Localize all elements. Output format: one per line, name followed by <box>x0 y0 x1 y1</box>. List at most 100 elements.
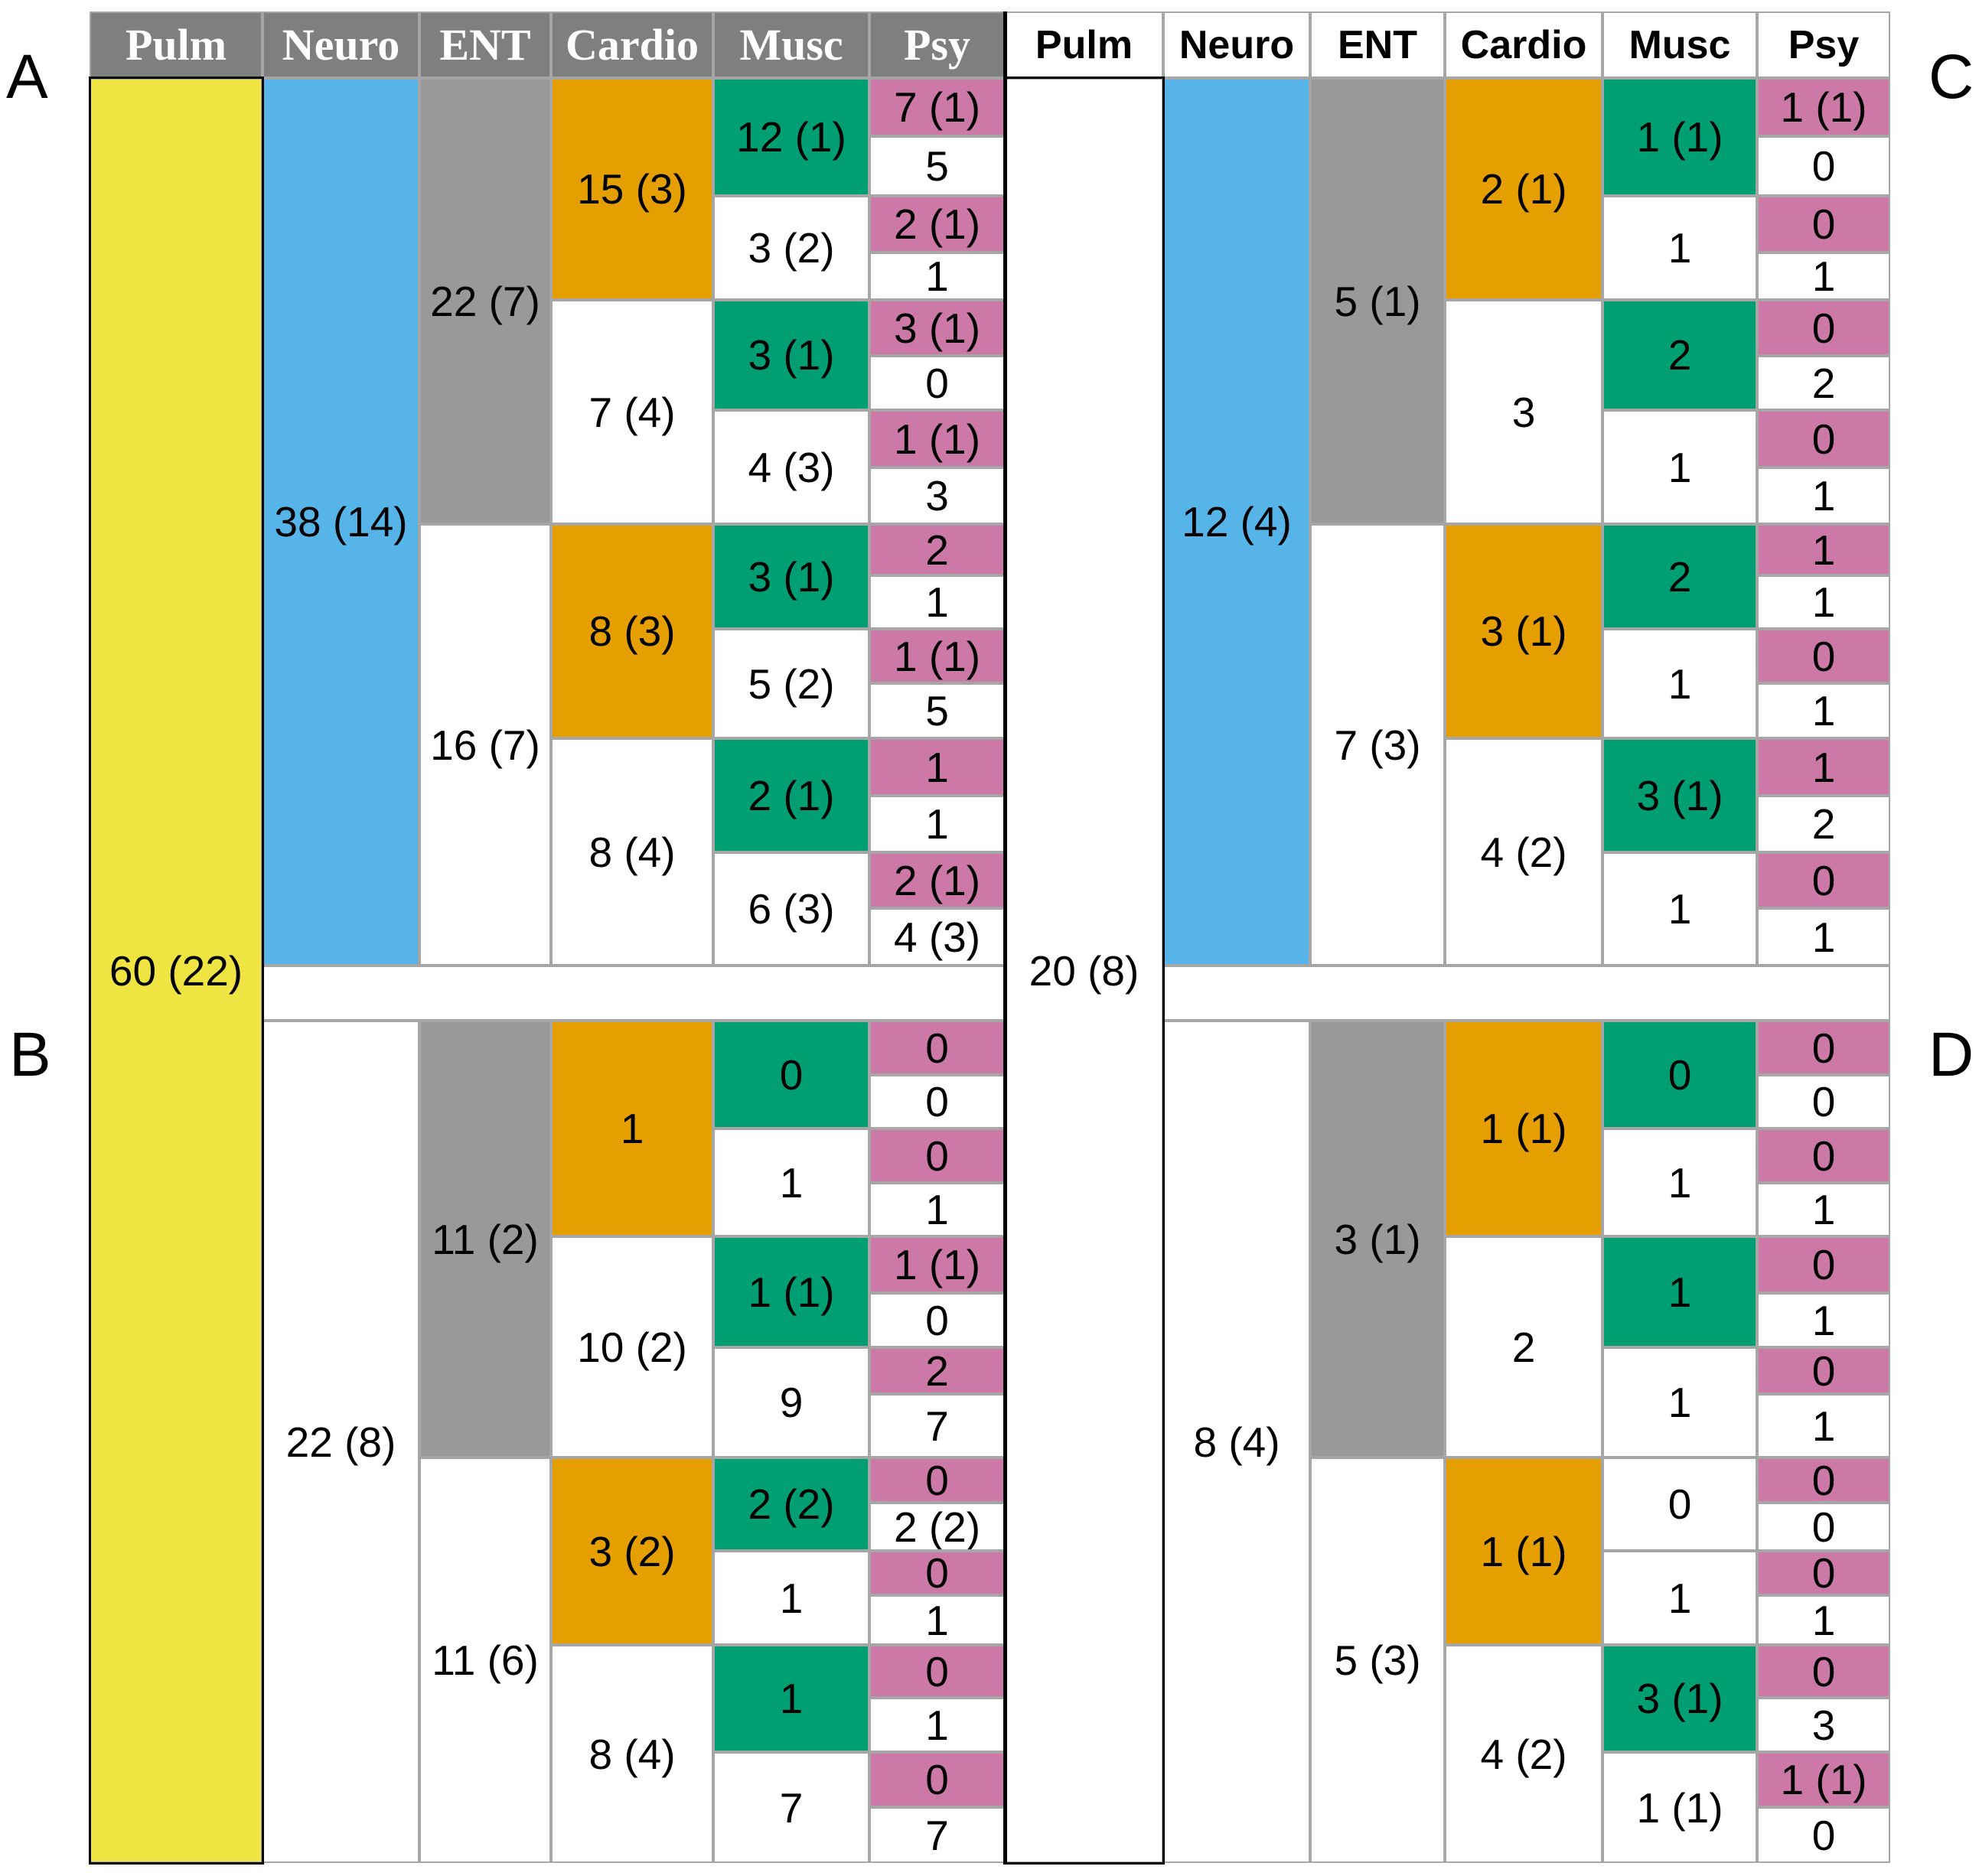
right-psy-node-6: 0 <box>1757 410 1890 467</box>
right-musc-node-12: 0 <box>1602 1457 1757 1551</box>
right-musc-node-11: 1 <box>1602 1347 1757 1457</box>
right-musc-node-3: 1 <box>1602 410 1757 524</box>
left-musc-node-7: 6 (3) <box>713 852 869 966</box>
right-musc-node-9: 1 <box>1602 1129 1757 1236</box>
left-cardio-node-3: 8 (4) <box>551 738 713 966</box>
left-musc-node-8: 0 <box>713 1021 869 1129</box>
right-musc-node-8: 0 <box>1602 1021 1757 1129</box>
right-psy-node-18: 0 <box>1757 1129 1890 1183</box>
left-ent-node-3: 11 (6) <box>419 1457 551 1863</box>
left-ent-node-1: 16 (7) <box>419 524 551 966</box>
right-psy-node-15: 1 <box>1757 908 1890 966</box>
right-cardio-node-1: 3 <box>1445 300 1602 524</box>
right-psy-node-24: 0 <box>1757 1457 1890 1503</box>
right-psy-node-1: 0 <box>1757 136 1890 196</box>
left-psy-node-5: 0 <box>869 356 1005 410</box>
left-cardio-node-4: 1 <box>551 1021 713 1236</box>
right-header-ent: ENT <box>1310 11 1445 78</box>
left-psy-node-12: 1 <box>869 738 1005 796</box>
left-cardio-node-6: 3 (2) <box>551 1457 713 1645</box>
left-ent-node-0: 22 (7) <box>419 78 551 524</box>
left-psy-node-0: 7 (1) <box>869 78 1005 136</box>
right-header-pulm: Pulm <box>1005 11 1163 78</box>
right-musc-node-14: 3 (1) <box>1602 1645 1757 1752</box>
left-psy-node-8: 2 <box>869 524 1005 575</box>
left-musc-node-0: 12 (1) <box>713 78 869 196</box>
left-psy-node-30: 0 <box>869 1752 1005 1807</box>
right-ent-node-3: 5 (3) <box>1310 1457 1445 1863</box>
right-cardio-node-0: 2 (1) <box>1445 78 1602 300</box>
left-musc-node-9: 1 <box>713 1129 869 1236</box>
right-psy-node-13: 2 <box>1757 796 1890 852</box>
left-musc-node-14: 1 <box>713 1645 869 1752</box>
left-psy-node-29: 1 <box>869 1698 1005 1752</box>
left-psy-node-13: 1 <box>869 796 1005 852</box>
left-psy-node-15: 4 (3) <box>869 908 1005 966</box>
left-neuro-node-1: 22 (8) <box>262 1021 419 1863</box>
right-ent-node-1: 7 (3) <box>1310 524 1445 966</box>
left-psy-node-23: 7 <box>869 1394 1005 1457</box>
left-cardio-node-1: 7 (4) <box>551 300 713 524</box>
right-cardio-node-4: 1 (1) <box>1445 1021 1602 1236</box>
left-psy-node-17: 0 <box>869 1075 1005 1129</box>
right-cardio-node-6: 1 (1) <box>1445 1457 1602 1645</box>
right-header-psy: Psy <box>1757 11 1890 78</box>
left-cardio-node-7: 8 (4) <box>551 1645 713 1863</box>
left-header-neuro: Neuro <box>262 11 419 78</box>
right-neuro-node-0: 12 (4) <box>1163 78 1310 966</box>
panel-label-d: D <box>1928 1020 1974 1089</box>
right-psy-node-0: 1 (1) <box>1757 78 1890 136</box>
right-musc-node-6: 3 (1) <box>1602 738 1757 852</box>
left-psy-node-1: 5 <box>869 136 1005 196</box>
right-psy-node-30: 1 (1) <box>1757 1752 1890 1807</box>
left-pulm-node: 60 (22) <box>90 78 262 1863</box>
right-psy-node-22: 0 <box>1757 1347 1890 1394</box>
right-musc-node-1: 1 <box>1602 196 1757 300</box>
left-psy-node-9: 1 <box>869 575 1005 629</box>
right-psy-node-14: 0 <box>1757 852 1890 908</box>
right-psy-node-20: 0 <box>1757 1236 1890 1293</box>
right-psy-node-26: 0 <box>1757 1551 1890 1595</box>
right-psy-node-19: 1 <box>1757 1183 1890 1236</box>
right-psy-node-3: 1 <box>1757 252 1890 300</box>
right-psy-node-8: 1 <box>1757 524 1890 575</box>
right-cardio-node-2: 3 (1) <box>1445 524 1602 738</box>
left-musc-node-4: 3 (1) <box>713 524 869 629</box>
left-psy-node-18: 0 <box>869 1129 1005 1183</box>
left-psy-node-16: 0 <box>869 1021 1005 1075</box>
right-cardio-node-7: 4 (2) <box>1445 1645 1602 1863</box>
left-header-cardio: Cardio <box>551 11 713 78</box>
right-neuro-node-1: 8 (4) <box>1163 1021 1310 1863</box>
left-psy-node-24: 0 <box>869 1457 1005 1503</box>
right-psy-node-27: 1 <box>1757 1595 1890 1645</box>
left-psy-node-26: 0 <box>869 1551 1005 1595</box>
right-cardio-node-5: 2 <box>1445 1236 1602 1457</box>
left-psy-node-27: 1 <box>869 1595 1005 1645</box>
right-musc-node-0: 1 (1) <box>1602 78 1757 196</box>
right-psy-node-29: 3 <box>1757 1698 1890 1752</box>
left-psy-node-10: 1 (1) <box>869 629 1005 683</box>
right-musc-node-4: 2 <box>1602 524 1757 629</box>
right-psy-node-21: 1 <box>1757 1293 1890 1347</box>
panel-label-c: C <box>1928 42 1974 112</box>
right-psy-node-4: 0 <box>1757 300 1890 356</box>
right-header-cardio: Cardio <box>1445 11 1602 78</box>
left-header-psy: Psy <box>869 11 1005 78</box>
left-cardio-node-2: 8 (3) <box>551 524 713 738</box>
left-neuro-node-0: 38 (14) <box>262 78 419 966</box>
right-header-musc: Musc <box>1602 11 1757 78</box>
right-gap-row <box>1163 966 1890 1021</box>
left-psy-node-25: 2 (2) <box>869 1503 1005 1551</box>
left-musc-node-15: 7 <box>713 1752 869 1863</box>
left-musc-node-1: 3 (2) <box>713 196 869 300</box>
panel-label-b: B <box>9 1020 51 1089</box>
left-psy-node-21: 0 <box>869 1293 1005 1347</box>
right-ent-node-2: 3 (1) <box>1310 1021 1445 1457</box>
right-musc-node-15: 1 (1) <box>1602 1752 1757 1863</box>
right-ent-node-0: 5 (1) <box>1310 78 1445 524</box>
right-header-neuro: Neuro <box>1163 11 1310 78</box>
left-cardio-node-5: 10 (2) <box>551 1236 713 1457</box>
left-psy-node-19: 1 <box>869 1183 1005 1236</box>
right-psy-node-23: 1 <box>1757 1394 1890 1457</box>
right-psy-node-9: 1 <box>1757 575 1890 629</box>
